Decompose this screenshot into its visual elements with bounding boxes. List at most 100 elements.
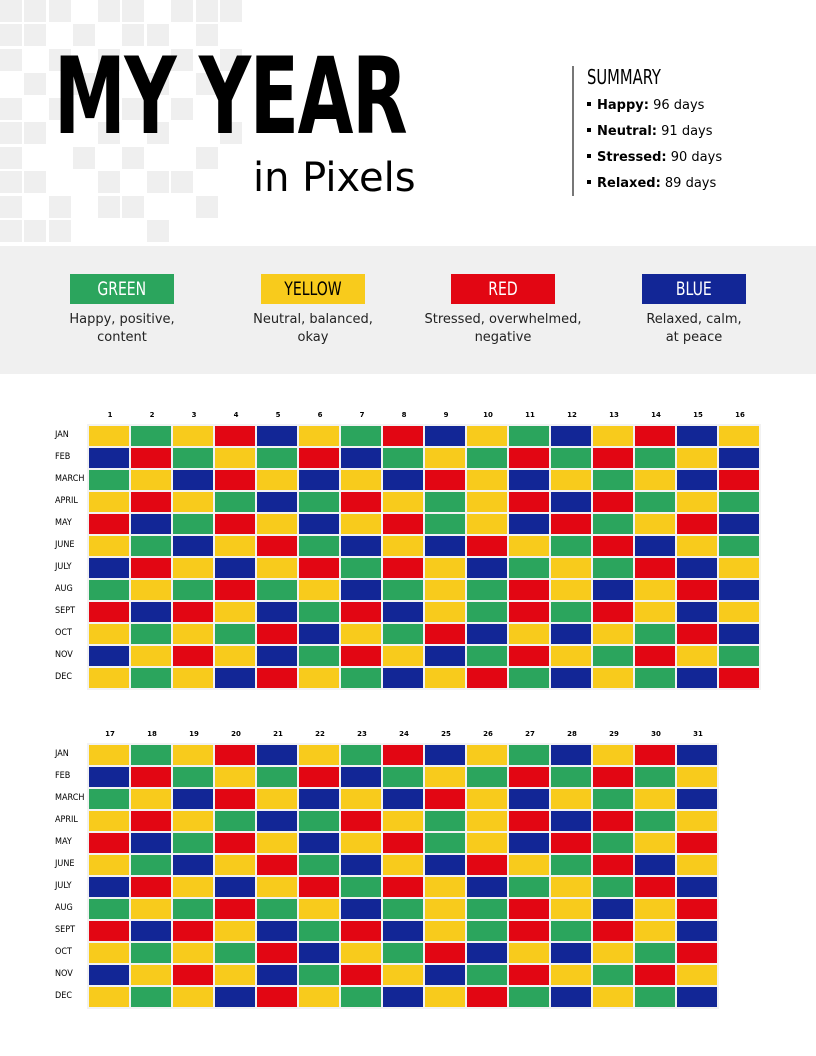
mood-pixel	[257, 987, 297, 1007]
summary-item-neutral: Neutral: 91 days	[587, 124, 792, 139]
mood-pixel	[173, 448, 213, 468]
month-label: DEC	[55, 991, 73, 1001]
month-label: SEPT	[55, 925, 76, 935]
mood-pixel	[425, 602, 465, 622]
mood-pixel	[509, 536, 549, 556]
bullet-icon	[587, 127, 591, 132]
mood-pixel	[677, 877, 717, 897]
mood-pixel	[593, 536, 633, 556]
summary-value: 89 days	[664, 176, 717, 191]
deco-square	[171, 171, 193, 193]
mood-pixel	[635, 745, 675, 765]
mood-pixel	[89, 580, 129, 600]
mood-pixel	[593, 855, 633, 875]
mood-pixel	[131, 514, 171, 534]
mood-pixel	[299, 492, 339, 512]
mood-pixel	[719, 624, 759, 644]
day-label: 28	[567, 730, 577, 738]
mood-pixel	[383, 767, 423, 787]
mood-pixel	[635, 470, 675, 490]
mood-pixel	[299, 580, 339, 600]
mood-pixel	[593, 448, 633, 468]
deco-square	[98, 196, 120, 218]
mood-pixel	[131, 877, 171, 897]
deco-square	[220, 122, 242, 144]
mood-pixel	[299, 536, 339, 556]
mood-pixel	[635, 943, 675, 963]
mood-pixel	[467, 943, 507, 963]
month-label: JULY	[55, 881, 72, 891]
month-label: AUG	[55, 584, 73, 594]
mood-pixel	[593, 470, 633, 490]
mood-pixel	[719, 602, 759, 622]
mood-pixel	[89, 536, 129, 556]
mood-pixel	[593, 943, 633, 963]
mood-pixel	[383, 855, 423, 875]
mood-pixel	[131, 855, 171, 875]
deco-square	[24, 171, 46, 193]
mood-pixel	[215, 745, 255, 765]
mood-pixel	[257, 668, 297, 688]
mood-pixel	[299, 602, 339, 622]
mood-pixel	[677, 767, 717, 787]
mood-pixel	[173, 646, 213, 666]
mood-pixel	[509, 646, 549, 666]
mood-pixel	[257, 767, 297, 787]
mood-pixel	[635, 987, 675, 1007]
mood-pixel	[299, 624, 339, 644]
mood-pixel	[341, 745, 381, 765]
mood-pixel	[467, 492, 507, 512]
mood-pixel	[467, 668, 507, 688]
mood-pixel	[509, 470, 549, 490]
mood-pixel	[509, 668, 549, 688]
mood-pixel	[509, 426, 549, 446]
mood-pixel	[425, 580, 465, 600]
mood-pixel	[467, 899, 507, 919]
mood-pixel	[299, 558, 339, 578]
mood-pixel	[677, 943, 717, 963]
deco-square	[0, 24, 22, 46]
mood-pixel	[635, 514, 675, 534]
legend-band: GREEN Happy, positive, content YELLOW Neu…	[0, 246, 816, 374]
deco-square	[24, 122, 46, 144]
month-label: AUG	[55, 903, 73, 913]
mood-pixel	[551, 943, 591, 963]
summary-value: 96 days	[653, 98, 705, 113]
legend-color-name: YELLOW	[284, 278, 342, 300]
mood-pixel	[467, 426, 507, 446]
mood-pixel	[593, 987, 633, 1007]
deco-square	[122, 147, 144, 169]
month-label: JAN	[55, 430, 69, 440]
mood-pixel	[215, 624, 255, 644]
mood-pixel	[677, 448, 717, 468]
mood-pixel	[383, 965, 423, 985]
mood-pixel	[719, 470, 759, 490]
mood-pixel	[173, 965, 213, 985]
deco-square	[122, 196, 144, 218]
day-label: 9	[443, 411, 449, 419]
legend-description: Stressed, overwhelmed, negative	[408, 311, 598, 347]
mood-pixel	[341, 767, 381, 787]
deco-square	[73, 73, 95, 95]
mood-pixel	[173, 745, 213, 765]
mood-pixel	[677, 745, 717, 765]
mood-pixel	[509, 767, 549, 787]
mood-pixel	[299, 899, 339, 919]
mood-pixel	[299, 921, 339, 941]
mood-pixel	[719, 646, 759, 666]
mood-pixel	[635, 833, 675, 853]
mood-pixel	[425, 668, 465, 688]
mood-pixel	[173, 536, 213, 556]
mood-pixel	[257, 877, 297, 897]
mood-pixel	[341, 602, 381, 622]
mood-pixel	[551, 811, 591, 831]
day-label: 17	[105, 730, 115, 738]
mood-pixel	[173, 833, 213, 853]
mood-pixel	[635, 965, 675, 985]
mood-pixel	[257, 646, 297, 666]
mood-pixel	[89, 811, 129, 831]
mood-pixel	[173, 558, 213, 578]
mood-pixel	[341, 855, 381, 875]
mood-pixel	[593, 789, 633, 809]
mood-pixel	[425, 789, 465, 809]
